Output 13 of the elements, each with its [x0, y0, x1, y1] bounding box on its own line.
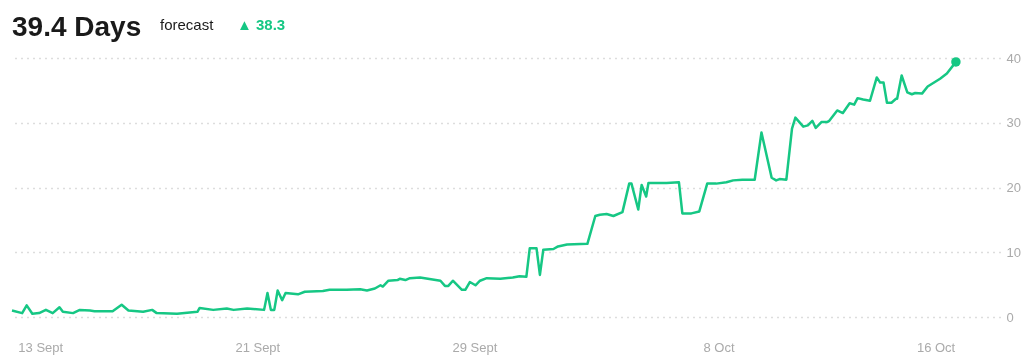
x-tick-label: 13 Sept	[18, 339, 64, 355]
x-tick-label: 16 Oct	[916, 339, 956, 355]
y-tick-label: 10	[1006, 244, 1021, 260]
y-tick-label: 20	[1006, 180, 1021, 195]
x-tick-label: 8 Oct	[703, 339, 735, 355]
text: ▲ 38.3	[237, 16, 286, 33]
x-tick-label: 29 Sept	[452, 339, 498, 355]
y-tick-label: 0	[1006, 309, 1014, 325]
chart-title: 39.4 Days	[12, 11, 142, 42]
y-tick-label: 30	[1006, 115, 1021, 131]
text: forecast	[160, 16, 215, 33]
x-tick-label: 21 Sept	[235, 339, 281, 355]
y-tick-label: 40	[1006, 50, 1021, 66]
